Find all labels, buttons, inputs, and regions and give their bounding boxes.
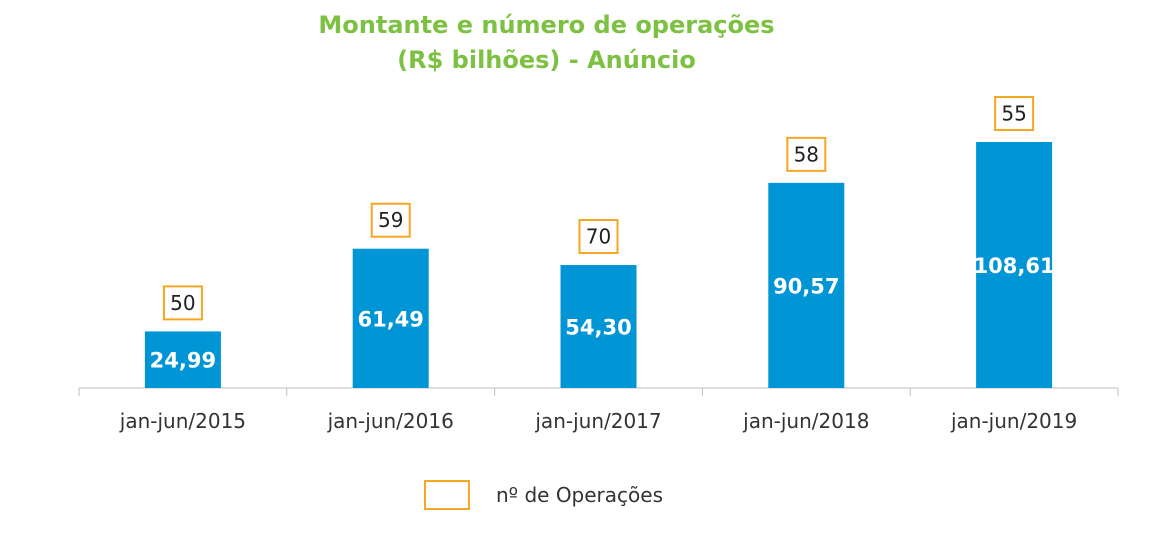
chart-title-line-2: (R$ bilhões) - Anúncio [397,46,696,74]
chart-title-line-1: Montante e número de operações [318,11,775,39]
x-tick-label: jan-jun/2015 [119,409,246,433]
bar-value-label: 54,30 [565,316,631,340]
bar [144,331,221,388]
operations-box [578,219,619,255]
bar [352,248,429,388]
x-tick-label: jan-jun/2019 [950,409,1077,433]
operations-box [786,136,827,172]
operations-count-label: 50 [170,291,195,315]
bar-chart: 24,99 50 jan-jun/2015 61,49 59 jan-jun/2016 54… [78,96,1119,433]
bar [976,142,1053,388]
legend-label-operations: nº de Operações [496,483,663,507]
x-tick-label: jan-jun/2018 [742,409,869,433]
bar [560,265,637,388]
operations-count-label: 55 [1001,102,1026,126]
legend-swatch-operations [424,480,470,510]
x-tick-label: jan-jun/2017 [534,409,661,433]
operations-box [162,285,203,321]
bar-value-label: 24,99 [150,349,216,373]
operations-box [994,96,1035,131]
bar-value-label: 90,57 [773,274,839,298]
x-tick-label: jan-jun/2016 [327,409,454,433]
operations-count-label: 70 [586,225,611,249]
bar-value-label: 61,49 [357,307,423,331]
operations-count-label: 58 [794,142,819,166]
legend: nº de Operações [424,478,663,512]
bar-value-label: 108,61 [974,254,1055,278]
operations-box [370,202,411,238]
bar [768,182,845,388]
operations-count-label: 59 [378,208,403,232]
